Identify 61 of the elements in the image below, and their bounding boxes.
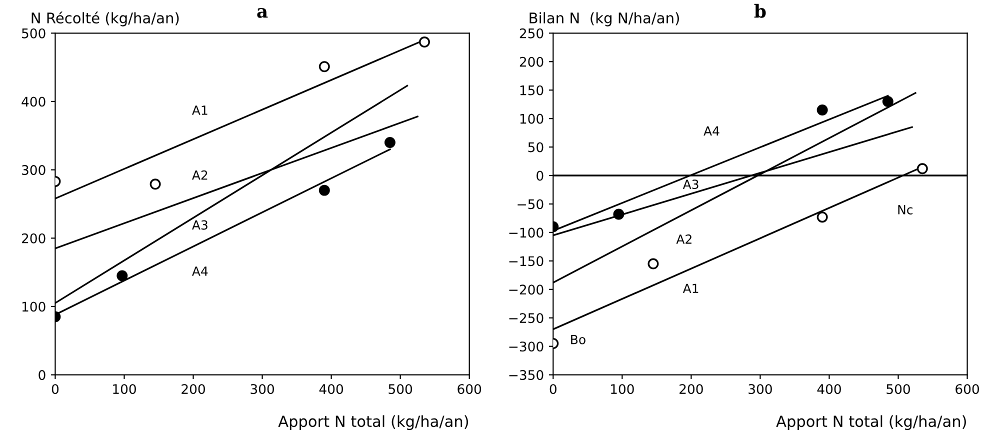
- y-tick-label: 0: [536, 170, 544, 181]
- y-tick-label: 150: [520, 85, 544, 96]
- point: [816, 104, 828, 116]
- point: [418, 36, 430, 48]
- point: [916, 163, 928, 174]
- series-label: A2: [676, 234, 692, 244]
- y-tick-label: 250: [520, 28, 544, 38]
- y-tick-label: 100: [22, 302, 46, 312]
- y-tick-label: −250: [509, 313, 544, 324]
- y-tick-label: 100: [520, 114, 544, 124]
- series-label: A2: [192, 170, 208, 180]
- x-tick-label: 400: [319, 384, 344, 394]
- x-tick-label: 400: [817, 384, 841, 394]
- x-axis-title: Apport N total (kg/ha/an): [776, 415, 966, 430]
- x-tick-label: 0: [52, 384, 59, 394]
- x-tick-label: 500: [886, 384, 910, 394]
- y-tick-label: −100: [509, 228, 544, 238]
- point: [318, 184, 330, 196]
- y-tick-label: −150: [509, 256, 544, 266]
- x-tick-label: 200: [680, 384, 703, 394]
- y-tick-label: 500: [22, 28, 46, 38]
- y-tick-label: −200: [509, 284, 544, 295]
- y-axis-title: Bilan N (kg N/ha/an): [530, 12, 679, 26]
- x-tick-label: 300: [748, 384, 772, 394]
- y-tick-label: −300: [509, 342, 544, 352]
- x-tick-label: 200: [182, 384, 205, 394]
- annotation: Nc: [898, 205, 912, 214]
- point: [882, 96, 894, 107]
- x-axis-title: Apport N total (kg/ha/an): [278, 415, 468, 430]
- annotation: Bo: [571, 334, 586, 344]
- y-tick-label: 50: [528, 142, 544, 152]
- series-label: A1: [192, 106, 208, 115]
- series-label: A3: [192, 220, 208, 230]
- point: [816, 212, 828, 223]
- text: A4: [704, 126, 720, 136]
- x-tick-label: 300: [250, 384, 274, 394]
- point: [150, 178, 161, 190]
- point: [648, 258, 659, 270]
- point: [384, 136, 396, 148]
- x-tick-label: 600: [458, 384, 482, 394]
- chart-title: a: [257, 8, 268, 18]
- y-tick-label: −50: [518, 199, 544, 210]
- x-tick-label: 0: [550, 384, 556, 394]
- x-tick-label: 100: [113, 384, 136, 394]
- point: [613, 208, 624, 220]
- y-tick-label: 0: [38, 370, 46, 380]
- x-tick-label: 500: [388, 384, 412, 394]
- x-tick-label: 100: [611, 384, 634, 394]
- series-label: A4: [192, 266, 208, 276]
- chart-title: b: [754, 4, 766, 18]
- y-tick-label: 400: [22, 96, 46, 107]
- series-label: A1: [682, 284, 698, 293]
- y-tick-label: −350: [509, 370, 544, 380]
- point: [318, 61, 330, 72]
- y-axis-title: N Récolté (kg/ha/an): [32, 12, 179, 26]
- y-tick-label: 200: [22, 233, 46, 244]
- y-tick-label: 300: [22, 165, 46, 176]
- y-tick-label: 200: [520, 56, 544, 67]
- x-tick-label: 600: [956, 384, 979, 394]
- series-label: A3: [682, 180, 698, 190]
- point: [116, 270, 128, 282]
